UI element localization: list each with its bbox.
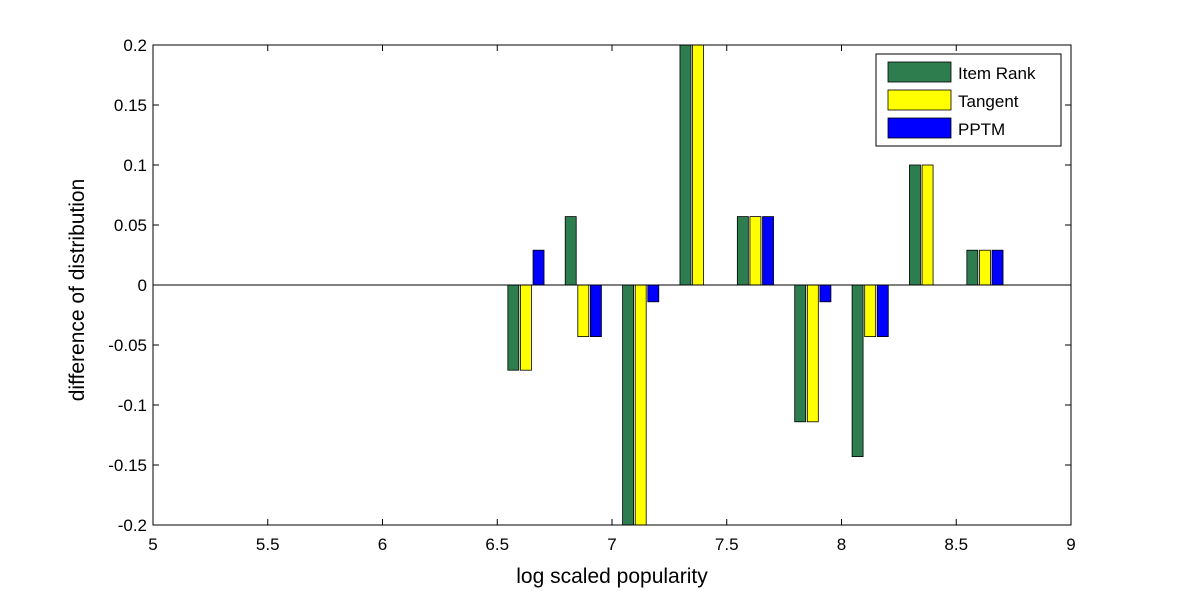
bar-pptm-1 xyxy=(590,284,602,337)
bar-tangent-7 xyxy=(921,164,934,286)
x-tick-label: 7.5 xyxy=(715,535,739,554)
x-tick-label: 6 xyxy=(378,535,387,554)
bars-layer xyxy=(507,44,1004,526)
y-tick-label: -0.15 xyxy=(108,456,147,475)
legend-swatch-pptm xyxy=(887,117,952,139)
y-tick-label: -0.2 xyxy=(118,516,147,535)
bar-pptm-6 xyxy=(876,284,889,337)
bar-item-rank-6 xyxy=(851,284,864,458)
y-tick-label: 0.2 xyxy=(123,36,147,55)
bar-tangent-6 xyxy=(864,284,877,337)
bar-tangent-5 xyxy=(806,284,819,423)
bar-item-rank-5 xyxy=(794,284,807,423)
bar-item-rank-4 xyxy=(736,216,749,286)
bar-tangent-2 xyxy=(634,284,647,526)
x-tick-label: 9 xyxy=(1066,535,1075,554)
bar-tangent-4 xyxy=(749,216,762,286)
bar-item-rank-3 xyxy=(679,44,692,286)
bar-tangent-3 xyxy=(692,44,704,286)
y-tick-label: 0 xyxy=(138,276,147,295)
legend-label: Item Rank xyxy=(958,64,1036,83)
bar-item-rank-1 xyxy=(564,216,577,286)
legend-swatch-item-rank xyxy=(887,61,952,83)
y-tick-label: -0.05 xyxy=(108,336,147,355)
x-tick-label: 6.5 xyxy=(485,535,509,554)
x-tick-label: 8 xyxy=(837,535,846,554)
bar-tangent-1 xyxy=(577,284,590,337)
bar-item-rank-8 xyxy=(966,249,979,286)
legend-label: PPTM xyxy=(958,120,1005,139)
bar-tangent-8 xyxy=(979,249,991,286)
legend: Item Rank Tangent PPTM xyxy=(875,53,1062,147)
x-tick-label: 8.5 xyxy=(944,535,968,554)
y-axis: 0.2 0.15 0.1 0.05 0 -0.05 -0.1 -0.15 -0.2 xyxy=(108,36,1071,535)
bar-pptm-5 xyxy=(819,284,832,303)
y-axis-label: difference of distribution xyxy=(66,179,89,402)
x-tick-label: 7 xyxy=(607,535,616,554)
bar-pptm-8 xyxy=(991,249,1004,286)
x-tick-label: 5.5 xyxy=(256,535,280,554)
y-tick-label: 0.1 xyxy=(123,156,147,175)
bar-pptm-4 xyxy=(762,216,774,286)
bar-item-rank-0 xyxy=(507,284,520,371)
legend-swatch-tangent xyxy=(887,89,952,111)
x-tick-label: 5 xyxy=(148,535,157,554)
x-axis-label: log scaled popularity xyxy=(516,565,708,588)
y-tick-label: 0.05 xyxy=(114,216,147,235)
bar-tangent-0 xyxy=(520,284,532,371)
legend-label: Tangent xyxy=(958,92,1019,111)
bar-item-rank-2 xyxy=(622,284,634,526)
bar-item-rank-7 xyxy=(909,164,921,286)
x-axis: 5 5.5 6 6.5 7 7.5 8 8.5 9 xyxy=(148,45,1076,554)
bar-pptm-0 xyxy=(532,249,545,286)
bar-pptm-2 xyxy=(647,284,660,303)
y-tick-label: 0.15 xyxy=(114,96,147,115)
y-tick-label: -0.1 xyxy=(118,396,147,415)
